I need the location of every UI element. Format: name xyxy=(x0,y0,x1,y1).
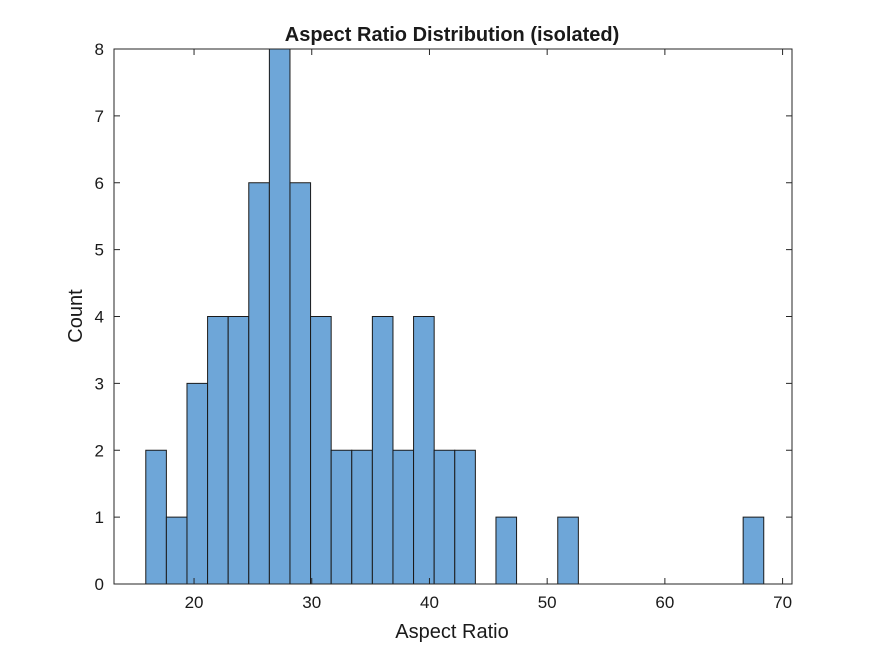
histogram-bar xyxy=(310,316,332,585)
histogram-bar xyxy=(145,449,167,585)
histogram-bar xyxy=(165,516,188,585)
histogram-bar xyxy=(392,449,415,585)
histogram-bar xyxy=(207,316,229,585)
x-tick-label: 70 xyxy=(773,593,792,612)
histogram-bar xyxy=(351,449,373,585)
x-tick-label: 30 xyxy=(302,593,321,612)
y-axis-label: Count xyxy=(65,289,87,343)
histogram-bar xyxy=(413,316,435,585)
y-tick-label: 4 xyxy=(95,308,104,327)
y-tick-label: 6 xyxy=(95,174,104,193)
histogram-bar xyxy=(433,449,456,585)
chart-title: Aspect Ratio Distribution (isolated) xyxy=(285,24,619,46)
y-tick-label: 8 xyxy=(95,40,104,59)
y-tick-label: 1 xyxy=(95,508,104,527)
y-ticks: 0 1 2 3 4 5 6 7 8 xyxy=(95,40,792,594)
y-tick-label: 0 xyxy=(95,575,104,594)
histogram-bar xyxy=(268,48,291,585)
x-ticks: 20 30 40 50 60 70 xyxy=(185,49,792,612)
histogram-bar xyxy=(742,516,765,585)
y-tick-label: 2 xyxy=(95,441,104,460)
histogram-bar xyxy=(227,316,250,585)
histogram-bar xyxy=(330,449,353,585)
y-tick-label: 7 xyxy=(95,107,104,126)
histogram-bar xyxy=(248,182,270,585)
histogram-bar xyxy=(289,182,312,585)
histogram-bar xyxy=(454,449,476,585)
x-axis-label: Aspect Ratio xyxy=(395,621,508,643)
histogram-bar xyxy=(371,316,394,585)
x-tick-label: 20 xyxy=(185,593,204,612)
histogram-bar xyxy=(557,516,579,585)
y-tick-label: 5 xyxy=(95,241,104,260)
bars xyxy=(145,48,765,585)
histogram-bar xyxy=(186,382,209,585)
x-tick-label: 40 xyxy=(420,593,439,612)
histogram-bar xyxy=(495,516,518,585)
x-tick-label: 60 xyxy=(655,593,674,612)
x-tick-label: 50 xyxy=(538,593,557,612)
y-tick-label: 3 xyxy=(95,374,104,393)
